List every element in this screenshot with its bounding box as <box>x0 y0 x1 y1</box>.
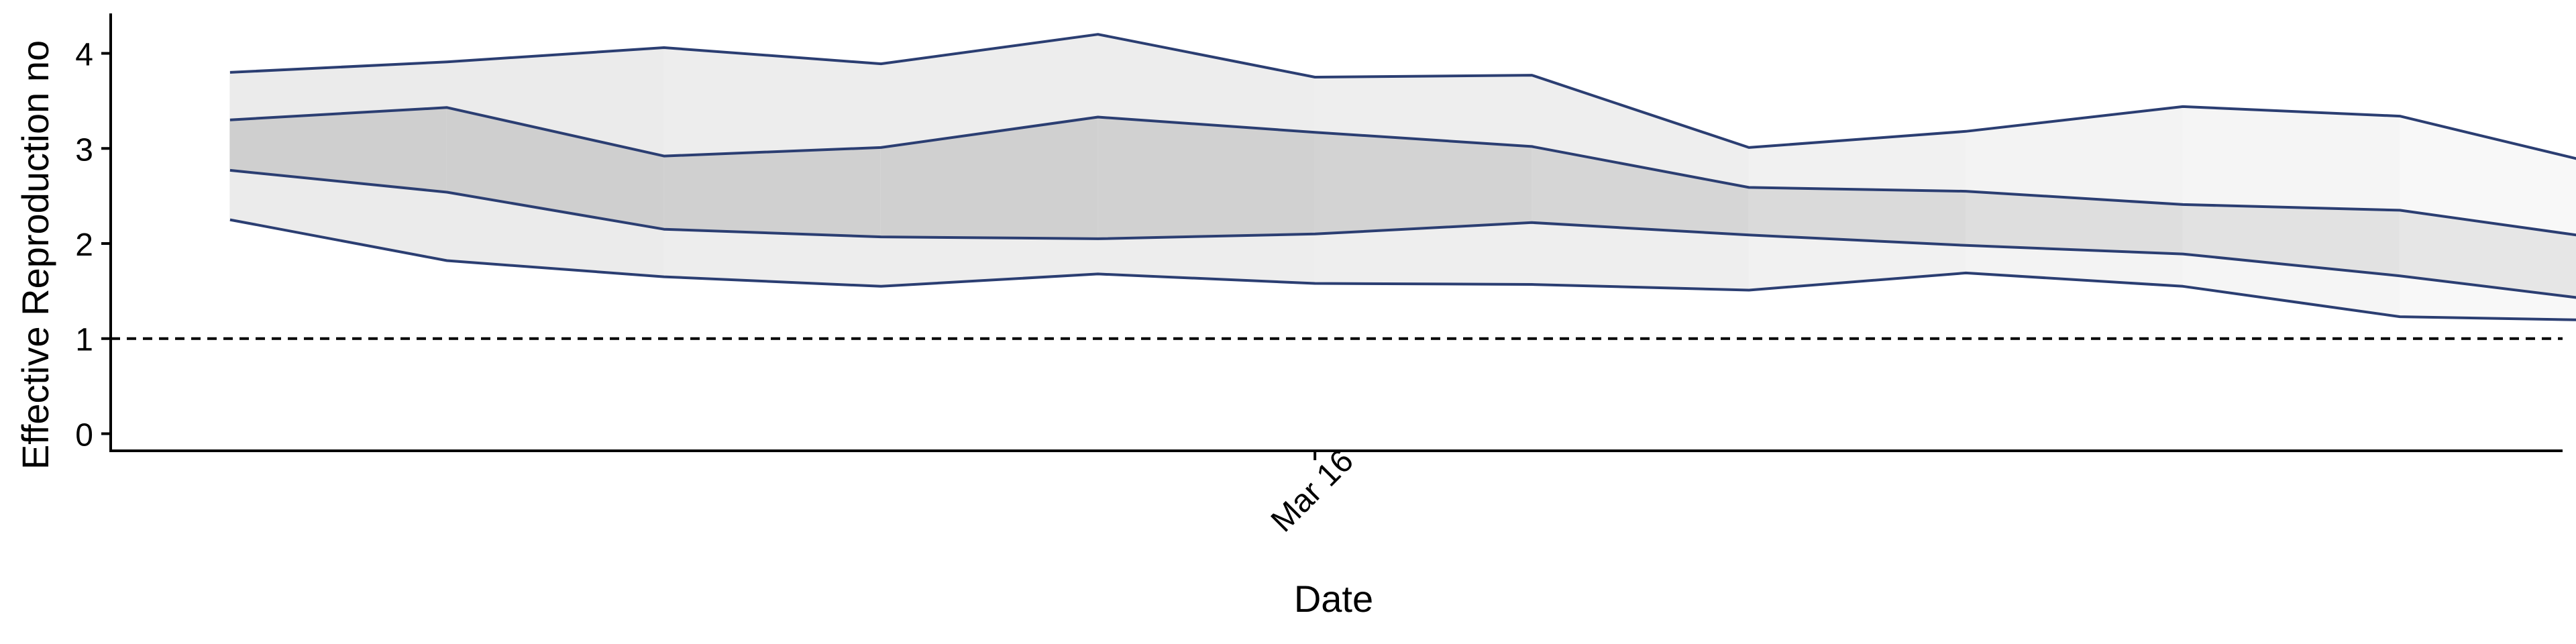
y-tick-label: 0 <box>75 417 93 453</box>
y-axis-ticks: 0 1 2 3 4 <box>75 38 111 453</box>
y-axis-title: Effective Reproduction no <box>14 40 56 470</box>
x-tick-label: Mar 16 <box>1265 443 1360 539</box>
band-inner-segment <box>663 147 881 237</box>
band-inner-segment <box>1314 131 1533 235</box>
y-tick-label: 3 <box>75 132 93 168</box>
line-upper50 <box>229 106 2576 237</box>
y-tick-label: 4 <box>75 38 93 73</box>
interval-lines <box>229 33 2576 321</box>
y-tick-label: 2 <box>75 227 93 263</box>
x-axis-title: Date <box>1294 578 1373 620</box>
y-tick-label: 1 <box>75 323 93 358</box>
line-upper90 <box>229 33 2576 160</box>
line-lower90 <box>229 218 2576 321</box>
credible-interval-bands <box>229 34 2576 321</box>
band-inner-segment <box>1097 116 1316 239</box>
x-axis-ticks: Mar 16 <box>1265 443 1360 539</box>
line-lower50 <box>229 168 2576 299</box>
